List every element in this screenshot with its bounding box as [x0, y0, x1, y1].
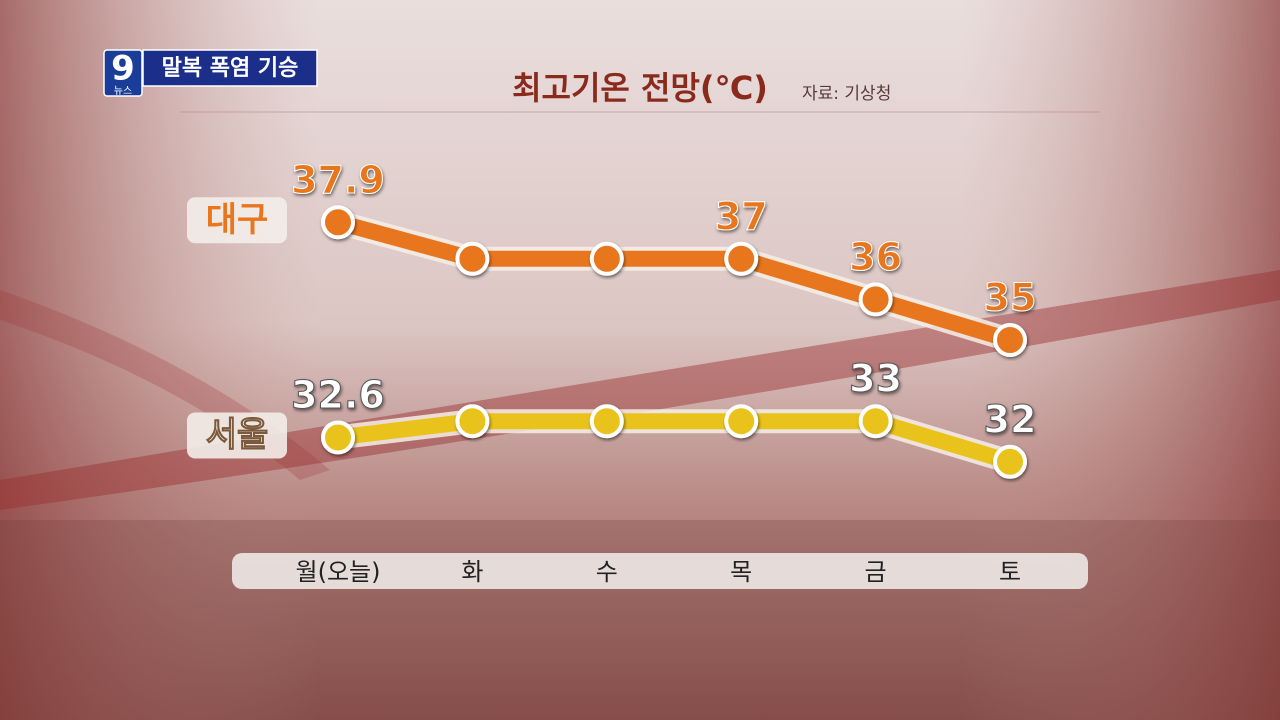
x-tick-label: 토 — [999, 558, 1021, 586]
category-bar — [232, 553, 1088, 589]
point — [589, 241, 624, 276]
logo-box — [103, 49, 143, 97]
point — [993, 323, 1027, 357]
data-label: 36 — [849, 235, 902, 279]
point — [321, 420, 355, 455]
legend-box — [187, 197, 287, 244]
headline-box — [142, 49, 318, 87]
point — [724, 241, 759, 276]
data-label: 33 — [849, 357, 902, 401]
line — [335, 214, 1013, 348]
data-label: 32 — [984, 397, 1037, 441]
logo-sub: 뉴스 — [114, 85, 132, 97]
chart-title: 최고기온 전망(℃) — [512, 69, 768, 107]
data-label: 37 — [715, 194, 768, 238]
legend-label: 서울 — [206, 415, 269, 455]
x-tick-label: 금 — [865, 558, 887, 586]
source: 자료: 기상청 — [802, 84, 891, 104]
legend-label: 대구 — [206, 200, 269, 240]
point — [858, 282, 893, 317]
x-tick-label: 목 — [730, 558, 752, 586]
decor-band — [0, 520, 1280, 720]
x-tick-label: 월(오늘) — [296, 558, 381, 586]
point — [724, 404, 759, 439]
point — [321, 205, 355, 240]
point — [993, 444, 1027, 479]
x-tick-label: 수 — [596, 558, 618, 586]
point — [858, 404, 893, 439]
logo: 9 — [111, 49, 135, 89]
point — [589, 404, 624, 439]
point — [455, 241, 490, 276]
x-tick-label: 화 — [461, 558, 483, 586]
data-label: 35 — [984, 276, 1037, 320]
line — [337, 413, 1013, 470]
data-label: 32.6 — [291, 373, 385, 417]
headline: 말복 폭염 기승 — [162, 56, 299, 81]
data-label: 37.9 — [291, 158, 385, 202]
point — [455, 404, 490, 439]
legend-box — [187, 412, 287, 459]
